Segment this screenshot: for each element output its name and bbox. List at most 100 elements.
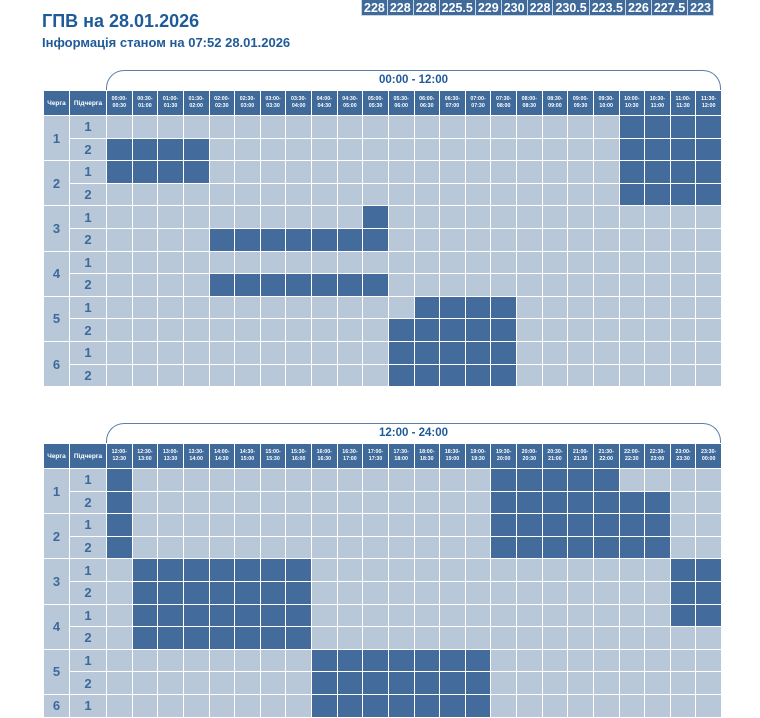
slot-power (311, 340, 338, 365)
table-row: 2 (44, 363, 722, 388)
slot-outage (618, 115, 646, 139)
slot-header: 11:00-11:30 (669, 90, 697, 116)
slot-power (618, 205, 646, 229)
slot-outage (464, 693, 492, 718)
slot-power (157, 648, 184, 673)
slot-header: 06:30-07:00 (439, 90, 466, 116)
slot-header: 15:30-16:00 (285, 443, 312, 469)
slot-power (413, 160, 441, 184)
slot-power (234, 693, 261, 718)
slot-power (387, 250, 415, 275)
slot-power (234, 648, 261, 673)
slot-power (567, 671, 594, 695)
slot-power (131, 340, 159, 365)
slot-power (336, 490, 364, 515)
slot-power (387, 603, 415, 628)
slot-power (336, 626, 364, 650)
slot-power (208, 250, 236, 275)
slot-power (695, 273, 722, 297)
slot-power (285, 295, 312, 320)
slot-header: 07:00-07:30 (464, 90, 492, 116)
slot-outage (131, 580, 159, 605)
slot-power (208, 160, 236, 184)
slot-power (464, 227, 492, 252)
slot-power (234, 340, 261, 365)
slot-power (644, 580, 671, 605)
slot-power (285, 648, 312, 673)
slot-power (516, 318, 543, 342)
slot-power (695, 671, 722, 695)
slot-outage (669, 137, 697, 162)
slot-power (516, 693, 543, 718)
slot-power (541, 227, 569, 252)
slot-power (439, 182, 466, 207)
slot-power (106, 671, 133, 695)
slot-power (669, 513, 697, 537)
slot-power (182, 363, 210, 388)
slot-outage (362, 693, 389, 718)
slot-power (669, 250, 697, 275)
slot-header: 17:30-18:00 (387, 443, 415, 469)
slot-power (362, 558, 389, 582)
slot-power (182, 205, 210, 229)
strip-value: 223 (687, 0, 714, 16)
slot-outage (644, 490, 671, 515)
slot-power (182, 513, 210, 537)
slot-power (259, 160, 287, 184)
table-row: 2 (44, 626, 722, 650)
slot-header: 22:00-22:30 (618, 443, 646, 469)
slot-power (362, 513, 389, 537)
slot-power (182, 468, 210, 492)
subqueue-number: 2 (69, 580, 107, 605)
slot-header: 03:00-03:30 (259, 90, 287, 116)
slot-outage (285, 580, 312, 605)
slot-outage (644, 137, 671, 162)
slot-outage (311, 693, 338, 718)
slot-power (131, 648, 159, 673)
slot-power (336, 295, 364, 320)
slot-power (490, 137, 517, 162)
slot-outage (439, 295, 466, 320)
slot-outage (208, 580, 236, 605)
slot-outage (106, 468, 133, 492)
slot-outage (413, 318, 441, 342)
slot-power (413, 205, 441, 229)
slot-power (541, 671, 569, 695)
slot-power (490, 250, 517, 275)
header-subqueue: Підчерга (69, 443, 107, 469)
slot-power (644, 603, 671, 628)
slot-power (362, 182, 389, 207)
slot-power (695, 693, 722, 718)
slot-outage (592, 468, 620, 492)
slot-power (285, 513, 312, 537)
slot-power (106, 693, 133, 718)
slot-header: 08:30-09:00 (541, 90, 569, 116)
slot-power (106, 295, 133, 320)
slot-power (669, 626, 697, 650)
slot-outage (439, 340, 466, 365)
slot-power (157, 115, 184, 139)
slot-power (669, 468, 697, 492)
slot-power (285, 468, 312, 492)
slot-outage (669, 580, 697, 605)
slot-outage (669, 115, 697, 139)
slot-outage (157, 137, 184, 162)
slot-power (336, 250, 364, 275)
slot-power (644, 273, 671, 297)
queue-number: 3 (43, 558, 70, 605)
slot-power (259, 250, 287, 275)
slot-power (311, 580, 338, 605)
slot-outage (131, 160, 159, 184)
slot-header: 04:30-05:00 (336, 90, 364, 116)
slot-power (208, 318, 236, 342)
slot-power (311, 603, 338, 628)
slot-power (695, 513, 722, 537)
slot-power (464, 558, 492, 582)
slot-outage (439, 671, 466, 695)
slot-power (464, 490, 492, 515)
slot-power (567, 318, 594, 342)
slot-power (182, 227, 210, 252)
